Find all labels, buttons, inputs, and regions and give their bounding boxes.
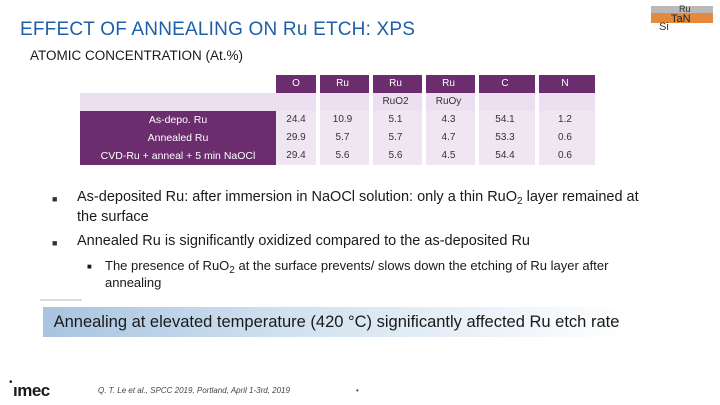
table-subheader-row: RuO2 RuOy xyxy=(80,93,595,111)
ru-layer-label: Ru xyxy=(679,4,691,14)
subscript: 2 xyxy=(517,196,523,207)
table-cell: 54.4 xyxy=(495,150,515,161)
table-cell: 0.6 xyxy=(558,132,572,143)
table-cell: 4.3 xyxy=(441,114,456,125)
conclusion-banner xyxy=(43,307,630,337)
square-bullet-icon: ■ xyxy=(52,238,58,248)
decorative-line xyxy=(40,299,82,301)
subscript: 2 xyxy=(229,265,235,276)
si-layer-label: Si xyxy=(659,21,669,33)
table-cell: 0.6 xyxy=(558,150,572,161)
table-cell: 5.6 xyxy=(335,150,350,161)
bullet-list: ■ As-deposited Ru: after immersion in Na… xyxy=(52,187,662,291)
table-header-row: O Ru Ru Ru C N xyxy=(80,75,595,93)
citation: Q. T. Le et al., SPCC 2019, Portland, Ap… xyxy=(98,386,290,395)
film-stack-logo: Ru TaN Si xyxy=(651,4,713,33)
table-row: CVD-Ru + anneal + 5 min NaOCl 29.4 5.6 5… xyxy=(80,147,595,165)
subheader-cell xyxy=(276,93,316,111)
bullet-text: Annealed Ru is significantly oxidized co… xyxy=(77,233,530,249)
subheader-cell: RuO2 xyxy=(382,96,409,107)
conclusion-text: Annealing at elevated temperature (420 °… xyxy=(53,313,620,331)
tan-layer-label: TaN xyxy=(671,13,691,25)
table-cell: 5.7 xyxy=(388,132,403,143)
col-header-ru-ruo2: Ru xyxy=(389,78,402,89)
subheader-cell xyxy=(475,93,535,111)
col-header-n: N xyxy=(561,78,569,89)
table-cell: 54.1 xyxy=(495,114,515,125)
subheader-cell: RuOy xyxy=(435,96,462,107)
table-row: Annealed Ru 29.9 5.7 5.7 4.7 53.3 0.6 xyxy=(80,129,595,147)
bullet-item: ■ Annealed Ru is significantly oxidized … xyxy=(52,231,662,251)
row-label: CVD-Ru + anneal + 5 min NaOCl xyxy=(80,147,276,165)
sub-bullet-text: at the surface prevents/ slows down the … xyxy=(105,258,609,290)
sub-bullet-item: ■ The presence of RuO2 at the surface pr… xyxy=(87,257,662,291)
table-cell: 1.2 xyxy=(558,114,572,125)
table-row: As-depo. Ru 24.4 10.9 5.1 4.3 54.1 1.2 xyxy=(80,111,595,129)
bullet-item: ■ As-deposited Ru: after immersion in Na… xyxy=(52,187,662,227)
col-header-c: C xyxy=(501,78,509,89)
table-cell: 5.6 xyxy=(388,150,403,161)
bullet-text: As-deposited Ru: after immersion in NaOC… xyxy=(77,189,518,205)
table-cell: 29.4 xyxy=(286,150,306,161)
table-cell: 24.4 xyxy=(286,114,306,125)
tan-layer xyxy=(651,13,713,23)
row-label: As-depo. Ru xyxy=(80,111,276,129)
sub-bullet-text: The presence of RuO xyxy=(105,258,230,273)
imec-logo: • ımec xyxy=(9,377,50,400)
col-header-o: O xyxy=(292,78,300,89)
col-header-ru-ruoy: Ru xyxy=(442,78,455,89)
page-marker: • xyxy=(356,386,359,395)
table-cell: 4.7 xyxy=(441,132,456,143)
slide-title: EFFECT OF ANNEALING ON Ru ETCH: XPS xyxy=(20,19,416,40)
subheader-cell xyxy=(535,93,595,111)
row-label: Annealed Ru xyxy=(80,129,276,147)
table-cell: 53.3 xyxy=(495,132,515,143)
col-header-ru: Ru xyxy=(336,78,349,89)
bullet-text: layer remained at the surface xyxy=(77,189,639,225)
table-cell: 10.9 xyxy=(332,114,353,125)
ru-layer xyxy=(651,6,713,13)
square-bullet-icon: ■ xyxy=(87,262,92,271)
table-cell: 4.5 xyxy=(441,150,456,161)
square-bullet-icon: ■ xyxy=(52,194,58,204)
table-cell: 5.1 xyxy=(388,114,403,125)
subheader-cell xyxy=(316,93,369,111)
table-cell: 29.9 xyxy=(286,132,306,143)
si-layer xyxy=(651,23,713,32)
table-caption: ATOMIC CONCENTRATION (At.%) xyxy=(30,48,244,63)
table-cell: 5.7 xyxy=(335,132,350,143)
